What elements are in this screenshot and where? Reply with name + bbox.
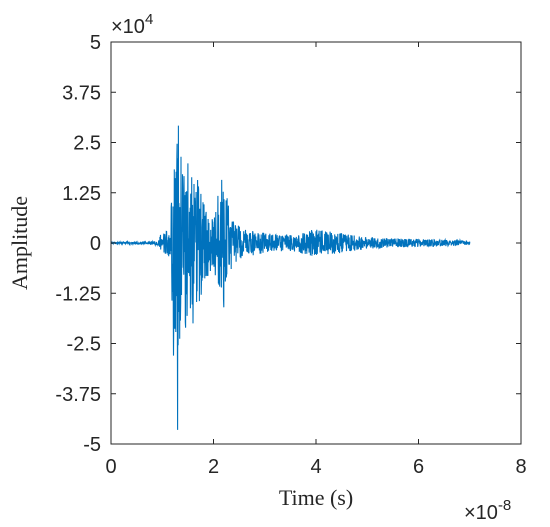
y-tick-label: -1.25 [55,283,101,305]
y-tick-label: 0 [90,233,101,255]
y-tick-label: -5 [83,434,101,456]
axes: 0 2 4 6 8 5 3.75 2.5 1.25 0 -1.25 -2.5 -3.75 -5 Time (… [7,11,527,524]
x-axis-label: Time (s) [279,485,353,510]
y-tick-label: -3.75 [55,384,101,406]
x-tick-label: 8 [515,456,526,478]
y-exponent-label: ×104 [111,11,153,38]
x-tick-label: 2 [208,456,219,478]
x-tick-label: 6 [413,456,424,478]
y-axis-label: Amplitude [7,196,32,290]
y-tick-label: 2.5 [73,133,101,155]
x-exponent-label: ×10-8 [464,497,511,524]
x-tick-label: 0 [105,456,116,478]
y-tick-label: -2.5 [67,334,101,356]
series-line [110,125,471,430]
x-tick-label: 4 [310,456,321,478]
y-tick-label: 1.25 [62,183,101,205]
y-tick-label: 5 [90,32,101,54]
plot-area [110,125,471,430]
y-tick-label: 3.75 [62,82,101,104]
